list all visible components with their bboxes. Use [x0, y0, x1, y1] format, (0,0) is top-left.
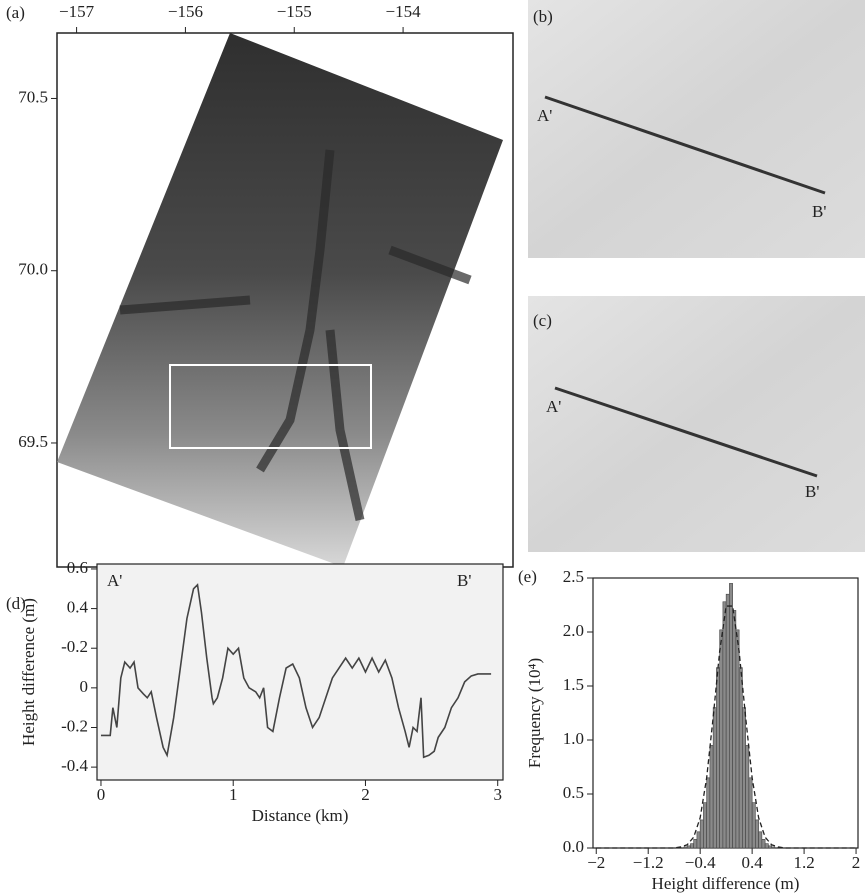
histogram-bar — [768, 846, 771, 848]
histogram-bar — [749, 778, 752, 848]
histogram-bar — [736, 630, 739, 848]
histogram-bar — [684, 847, 687, 848]
x-tick-label: 0.4 — [742, 853, 764, 872]
histogram-bar — [746, 745, 749, 848]
y-tick-label: 70.0 — [18, 260, 48, 279]
y-tick-label: 1.5 — [563, 675, 584, 694]
panel-label: (a) — [6, 3, 25, 22]
x-tick-label: −1.2 — [633, 853, 664, 872]
panel-label: (c) — [533, 311, 552, 330]
y-tick-label: -0.4 — [61, 756, 88, 775]
y-tick-label: 0.0 — [563, 837, 584, 856]
y-tick-label: -0.2 — [61, 716, 88, 735]
x-tick-label: −2 — [587, 853, 605, 872]
y-tick-label: 69.5 — [18, 432, 48, 451]
y-axis-label: Height difference (m) — [19, 598, 38, 746]
y-tick-label: 0.4 — [67, 597, 89, 616]
histogram-bar — [707, 778, 710, 848]
y-tick-label: 1.0 — [563, 729, 584, 748]
x-tick-label: −157 — [59, 2, 95, 21]
relief-image — [528, 296, 865, 552]
histogram-bar — [713, 708, 716, 848]
x-tick-label: 0 — [97, 785, 106, 804]
y-tick-label: 0 — [80, 677, 89, 696]
panel-label: (e) — [518, 567, 537, 586]
x-axis-label: Height difference (m) — [652, 874, 800, 893]
x-tick-label: −155 — [277, 2, 312, 21]
x-tick-label: 1.2 — [793, 853, 814, 872]
y-tick-label: 70.5 — [18, 87, 48, 106]
point-label: B' — [812, 202, 826, 221]
histogram-bar — [703, 803, 706, 848]
histogram-bar — [742, 708, 745, 848]
y-tick-label: 0.6 — [67, 558, 88, 577]
point-label: B' — [805, 482, 819, 501]
histogram-bar — [755, 820, 758, 848]
y-axis-label: Frequency (10⁴) — [525, 658, 544, 768]
histogram-bar — [700, 820, 703, 848]
y-tick-label: 2.0 — [563, 621, 584, 640]
annotation: A' — [107, 571, 122, 590]
histogram-bar — [729, 583, 732, 848]
figure: (b) A' B' (c) A' B' (a) −157 −156 −155 −154 7… — [0, 0, 865, 894]
plot-area — [97, 564, 503, 780]
histogram-bar — [723, 602, 726, 848]
x-tick-label: −156 — [168, 2, 203, 21]
histogram-bar — [759, 832, 762, 848]
histogram-bar — [765, 844, 768, 848]
histogram-bar — [726, 594, 729, 848]
histogram-bar — [710, 745, 713, 848]
histogram-bar — [716, 668, 719, 848]
histogram-bar — [752, 803, 755, 848]
histogram-bar — [762, 839, 765, 848]
y-tick-label: 2.5 — [563, 567, 584, 586]
x-axis-label: Distance (km) — [252, 806, 349, 825]
panel-label: (b) — [533, 7, 553, 26]
histogram-bar — [720, 630, 723, 848]
x-tick-label: 3 — [493, 785, 502, 804]
histogram-bar — [772, 847, 775, 848]
x-tick-label: 2 — [852, 853, 861, 872]
histogram-bar — [739, 668, 742, 848]
x-tick-label: −0.4 — [685, 853, 716, 872]
histogram-bar — [733, 610, 736, 848]
x-tick-label: 1 — [229, 785, 238, 804]
point-label: A' — [537, 106, 552, 125]
annotation: B' — [457, 571, 471, 590]
histogram-bar — [690, 844, 693, 848]
y-tick-label: -0.2 — [61, 637, 88, 656]
y-tick-label: 0.5 — [563, 783, 584, 802]
x-tick-label: −154 — [386, 2, 422, 21]
point-label: A' — [546, 397, 561, 416]
histogram-bar — [687, 846, 690, 848]
x-tick-label: 2 — [361, 785, 370, 804]
histogram-bar — [694, 839, 697, 848]
histogram-bar — [697, 832, 700, 848]
